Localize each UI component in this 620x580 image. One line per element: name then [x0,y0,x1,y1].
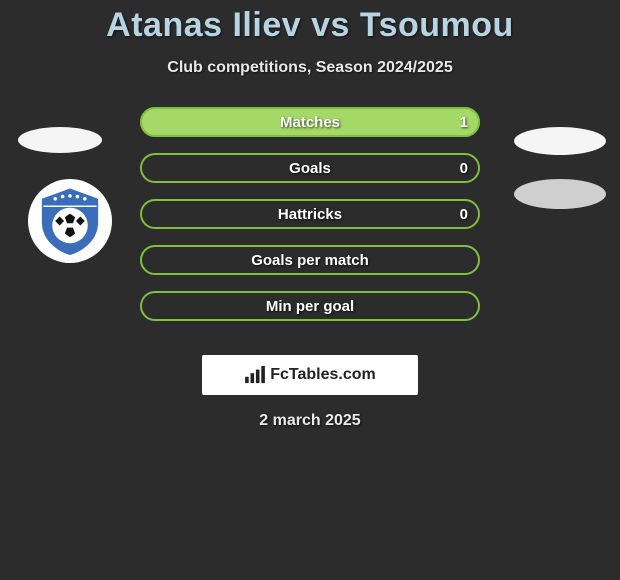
bar-label: Goals [140,153,480,183]
brand-bars-icon [244,366,266,384]
stat-row: Hattricks0 [140,199,480,229]
stat-row: Goals0 [140,153,480,183]
stat-row: Goals per match [140,245,480,275]
right-oval [514,127,606,155]
date-line: 2 march 2025 [0,412,620,430]
stat-row: Matches1 [140,107,480,137]
bar-label: Min per goal [140,291,480,321]
bar-label: Hattricks [140,199,480,229]
stat-row: Min per goal [140,291,480,321]
bar-value-right: 0 [460,153,468,183]
page-subtitle: Club competitions, Season 2024/2025 [0,59,620,77]
club-badge [28,179,112,263]
bar-value-right: 1 [460,107,468,137]
right-oval [514,179,606,209]
left-oval [18,127,102,153]
brand-box[interactable]: FcTables.com [202,355,418,395]
page-title: Atanas Iliev vs Tsoumou [0,0,620,45]
brand-label: FcTables.com [270,366,376,384]
club-badge-icon [33,184,107,258]
bar-value-right: 0 [460,199,468,229]
bar-label: Matches [140,107,480,137]
bars-container: Matches1Goals0Hattricks0Goals per matchM… [140,107,480,337]
bar-label: Goals per match [140,245,480,275]
